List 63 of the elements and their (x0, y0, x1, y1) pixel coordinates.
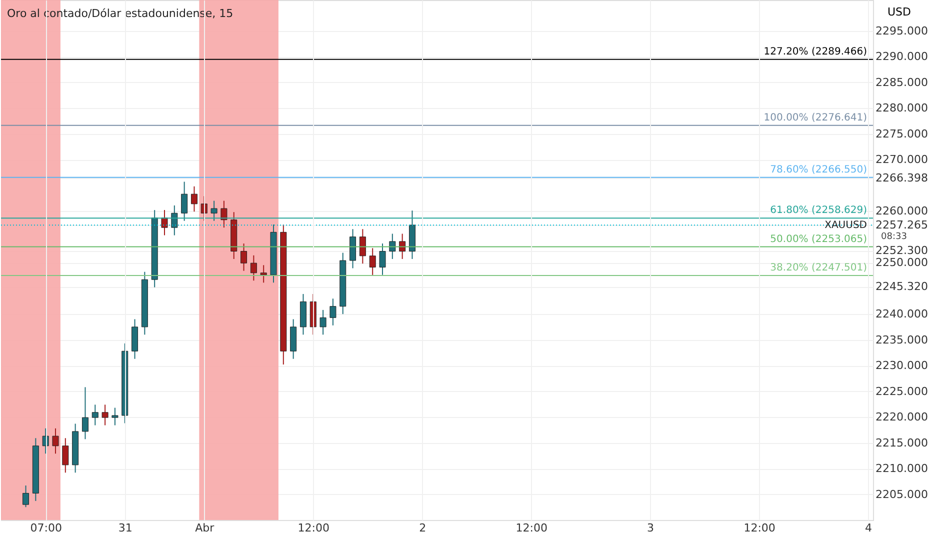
y-tick-label: 2285.000 (876, 76, 928, 89)
candlestick (250, 254, 257, 282)
ref-line-label: 100.00% (2276.641) (764, 112, 868, 124)
y-tick-label: 2257.265 (876, 218, 928, 232)
y-tick-label: 2270.000 (876, 153, 928, 166)
candlestick (350, 228, 356, 269)
candlestick (22, 485, 30, 508)
candlestick (260, 264, 267, 284)
x-tick-label: 07:00 (30, 522, 62, 534)
x-tick-label: 3 (647, 522, 654, 534)
y-tick-label: 2250.000 (876, 256, 928, 270)
y-tick-label: 2266.398 (876, 172, 928, 185)
candlestick (359, 228, 366, 264)
candlestick (389, 233, 396, 260)
candlestick (369, 248, 376, 276)
y-tick-label: 2280.000 (876, 102, 928, 115)
candlestick (210, 200, 218, 222)
y-tick-label: 2260.000 (876, 204, 928, 218)
y-tick-label: 2230.000 (876, 359, 928, 372)
x-tick-label: 12:00 (298, 522, 330, 534)
x-tick-label: 31 (118, 522, 132, 534)
y-tick-label: 2225.000 (876, 384, 928, 398)
ref-line-label: 78.60% (2266.550) (770, 164, 868, 176)
x-tick-label: 12:00 (744, 522, 776, 534)
x-tick-label: 12:00 (516, 522, 548, 534)
candlestick (190, 186, 198, 212)
candlestick (399, 233, 406, 260)
text: Oro al contado/Dólar estadounidense, 15 (7, 7, 234, 20)
candlestick (52, 428, 59, 454)
ref-line-label: 127.20% (2289.466) (764, 46, 868, 58)
y-tick-label: 2252.300 (876, 244, 928, 258)
y-tick-label: 2240.000 (876, 308, 928, 321)
y-tick-label: 2235.000 (876, 333, 928, 346)
candlestick (330, 298, 336, 326)
candlestick (161, 210, 168, 236)
y-tick-label: 2245.320 (876, 280, 928, 294)
y-tick-label: 2275.000 (876, 127, 928, 140)
candlestick (112, 407, 118, 426)
y-tick-label: 2205.000 (876, 488, 928, 501)
y-tick-label: 2290.000 (876, 50, 928, 64)
x-tick-label: 2 (419, 522, 426, 534)
candlestick (92, 404, 98, 426)
ref-line-label: 50.00% (2253.065) (770, 234, 868, 245)
x-tick-label: 4 (865, 522, 872, 534)
ref-line-label: 38.20% (2247.501) (770, 262, 868, 274)
candlestick (62, 438, 69, 474)
candlestick (171, 204, 178, 236)
y-tick-label: 2210.000 (876, 462, 928, 476)
candlestick (220, 200, 228, 228)
x-tick-label: Abr (195, 522, 215, 534)
ref-line-label: XAUUSD (824, 220, 868, 232)
candlestick (181, 181, 188, 222)
y-tick-label: 2215.000 (876, 436, 928, 450)
candlestick (320, 309, 326, 336)
text: 08:33 (881, 232, 907, 242)
candlestick (102, 404, 108, 426)
y-tick-label: 2295.000 (876, 24, 928, 38)
candlestick (240, 243, 248, 272)
y-axis-title: USD (888, 6, 912, 18)
ref-line-label: 61.80% (2258.629) (770, 205, 868, 216)
y-tick-label: 2220.000 (876, 410, 928, 424)
candlestick (82, 386, 88, 440)
candlestick (379, 243, 386, 276)
